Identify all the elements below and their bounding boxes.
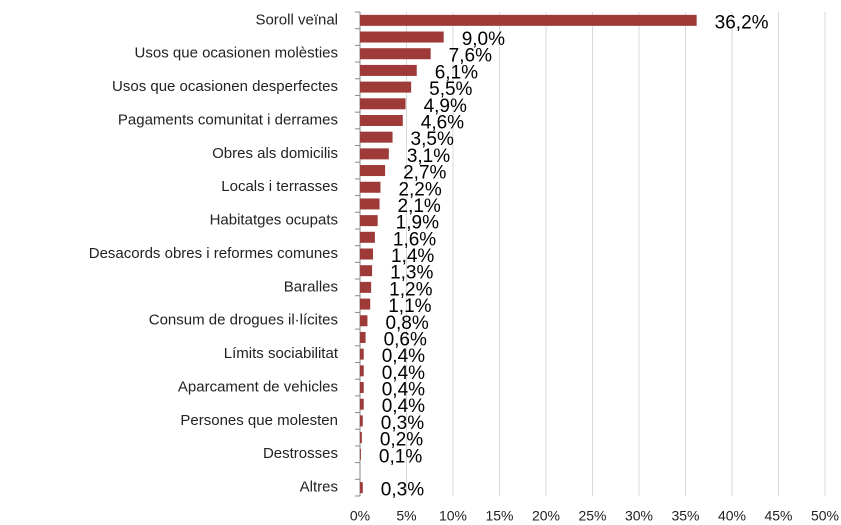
value-label: 3,5% [411,129,454,150]
bar [360,415,363,427]
value-label: 4,6% [421,112,464,133]
bar [360,81,412,93]
x-tick-label: 40% [718,508,746,524]
value-label: 36,2% [715,12,769,33]
value-label: 4,9% [424,96,467,117]
x-tick-label: 20% [532,508,560,524]
value-label: 0,1% [379,446,422,467]
x-tick-label: 30% [625,508,653,524]
bar [360,432,362,444]
value-label: 0,2% [380,430,423,451]
bar [360,114,403,126]
value-label: 1,1% [388,296,431,317]
y-tick-label: Destrosses [263,445,338,462]
x-tick-label: 25% [578,508,606,524]
y-tick-label: Persones que molesten [180,412,338,429]
y-tick-label: Consum de drogues il·lícites [149,312,338,329]
bar [360,448,361,460]
value-label: 0,3% [381,413,424,434]
value-label: 5,5% [429,79,472,100]
value-label: 0,8% [385,313,428,334]
y-tick-label: Usos que ocasionen desperfectes [112,78,338,95]
value-label: 0,4% [382,363,425,384]
y-tick-label: Locals i terrasses [221,178,338,195]
value-label: 1,3% [390,263,433,284]
y-tick-label: Desacords obres i reformes comunes [89,245,338,262]
y-tick-label: Límits sociabilitat [224,345,339,362]
x-tick-label: 5% [396,508,416,524]
x-tick-label: 45% [764,508,792,524]
bar [360,382,364,394]
bar [360,14,697,26]
value-label: 2,2% [398,179,441,200]
bar [360,365,364,377]
y-tick-label: Soroll veïnal [255,11,338,28]
value-label: 7,6% [449,46,492,67]
bar [360,64,417,76]
value-label: 6,1% [435,62,478,83]
bar [360,98,406,110]
bar [360,248,374,260]
x-tick-label: 50% [811,508,839,524]
value-label: 1,9% [396,213,439,234]
value-label: 1,6% [393,229,436,250]
y-tick-label: Aparcament de vehicles [178,378,338,395]
bar [360,198,380,210]
bar [360,315,368,327]
bar [360,148,389,160]
bar [360,265,373,277]
y-tick-label: Altres [300,479,338,496]
bar [360,348,364,360]
y-tick-label: Habitatges ocupats [210,212,338,229]
value-label: 9,0% [462,29,505,50]
x-tick-label: 15% [485,508,513,524]
value-label: 3,1% [407,146,450,167]
value-label: 0,4% [382,396,425,417]
x-tick-label: 0% [350,508,370,524]
y-tick-label: Pagaments comunitat i derrames [118,111,338,128]
value-label: 1,4% [391,246,434,267]
bar [360,215,378,227]
bar [360,398,364,410]
bar [360,48,431,60]
y-tick-label: Baralles [284,278,338,295]
bar [360,31,444,43]
value-label: 0,4% [382,380,425,401]
y-tick-label: Obres als domicilis [212,145,338,162]
y-tick-label: Usos que ocasionen molèsties [135,45,338,62]
bar [360,231,375,243]
x-tick-label: 10% [439,508,467,524]
bar [360,298,371,310]
value-label: 2,1% [398,196,441,217]
bar [360,165,386,177]
x-tick-label: 35% [671,508,699,524]
value-label: 0,4% [382,346,425,367]
bar [360,181,381,193]
value-label: 2,7% [403,163,446,184]
value-label: 0,3% [381,480,424,501]
bar [360,331,366,343]
value-label: 0,6% [384,329,427,350]
value-label: 1,2% [389,279,432,300]
bar [360,281,372,293]
bar [360,131,393,143]
bar [360,482,363,494]
